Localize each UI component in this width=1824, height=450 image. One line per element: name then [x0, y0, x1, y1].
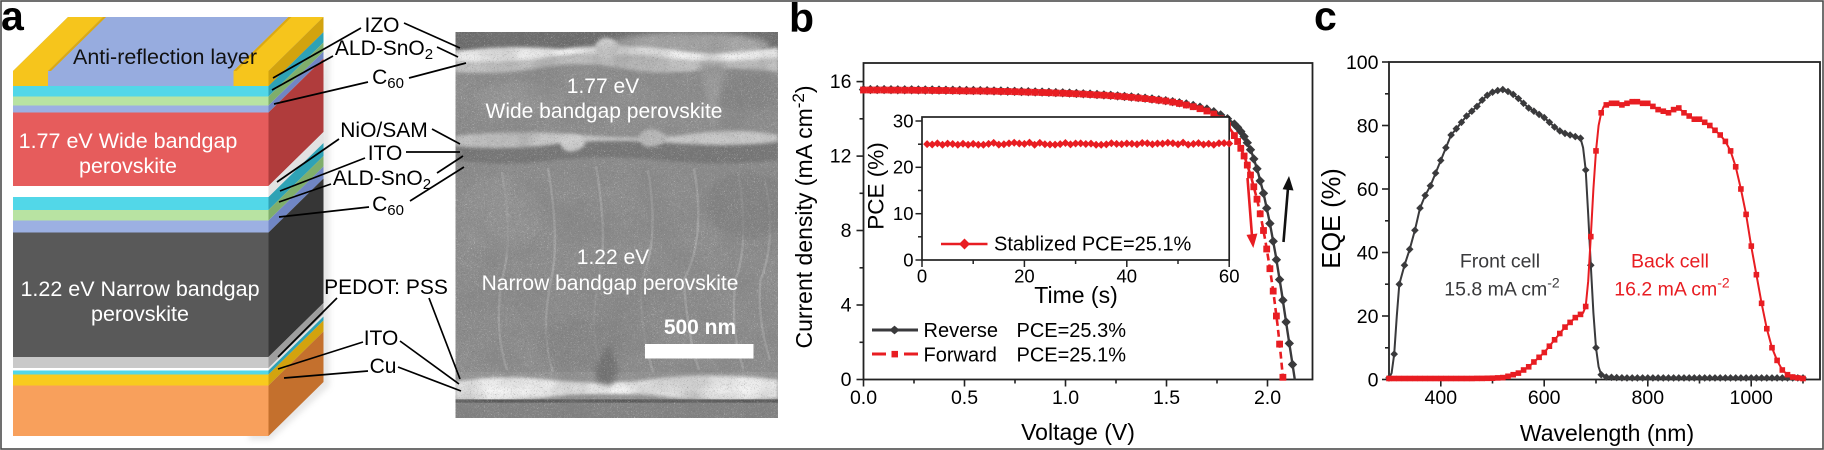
svg-text:0.5: 0.5: [951, 387, 978, 409]
svg-text:Wavelength (nm): Wavelength (nm): [1520, 420, 1694, 446]
svg-text:1.0: 1.0: [1052, 387, 1079, 409]
svg-text:perovskite: perovskite: [79, 154, 177, 178]
svg-text:a: a: [1, 0, 25, 39]
svg-text:Time (s): Time (s): [1034, 282, 1117, 308]
svg-text:Stablized PCE=25.1%: Stablized PCE=25.1%: [994, 234, 1192, 256]
svg-text:c: c: [1314, 0, 1337, 39]
svg-text:60: 60: [1219, 266, 1240, 287]
svg-text:40: 40: [1117, 266, 1138, 287]
svg-text:PEDOT: PSS: PEDOT: PSS: [324, 276, 448, 299]
svg-text:IZO: IZO: [365, 14, 400, 37]
svg-text:16: 16: [830, 71, 852, 93]
svg-text:ALD-SnO2: ALD-SnO2: [335, 37, 433, 63]
svg-text:2.0: 2.0: [1254, 387, 1281, 409]
svg-text:15.8 mA cm-2: 15.8 mA cm-2: [1444, 275, 1560, 301]
svg-text:1.22 eV Narrow bandgap: 1.22 eV Narrow bandgap: [20, 277, 259, 301]
svg-text:400: 400: [1425, 387, 1458, 409]
svg-text:Voltage (V): Voltage (V): [1021, 419, 1135, 445]
svg-text:Narrow bandgap perovskite: Narrow bandgap perovskite: [482, 272, 739, 295]
svg-text:b: b: [789, 0, 814, 41]
svg-text:4: 4: [841, 295, 852, 317]
svg-text:0: 0: [903, 249, 913, 270]
svg-text:Front cell: Front cell: [1460, 251, 1540, 273]
svg-text:ITO: ITO: [368, 142, 403, 165]
svg-text:0.0: 0.0: [850, 387, 877, 409]
svg-text:Reverse: Reverse: [924, 320, 998, 342]
svg-text:C60: C60: [372, 193, 404, 219]
svg-text:EQE (%): EQE (%): [1318, 168, 1346, 269]
svg-text:Anti-reflection layer: Anti-reflection layer: [73, 45, 257, 69]
svg-text:1.5: 1.5: [1153, 387, 1180, 409]
svg-text:Current density (mA cm-2): Current density (mA cm-2): [789, 85, 817, 348]
svg-text:30: 30: [893, 110, 914, 131]
svg-text:Back cell: Back cell: [1631, 251, 1709, 273]
svg-text:12: 12: [830, 146, 852, 168]
svg-text:ITO: ITO: [364, 327, 399, 350]
svg-text:PCE=25.3%: PCE=25.3%: [1017, 320, 1127, 342]
svg-text:Forward: Forward: [924, 345, 997, 367]
svg-text:600: 600: [1528, 387, 1561, 409]
svg-text:Wide bandgap perovskite: Wide bandgap perovskite: [486, 100, 723, 123]
svg-text:800: 800: [1632, 387, 1665, 409]
svg-text:20: 20: [1357, 306, 1379, 328]
svg-text:1.22 eV: 1.22 eV: [577, 246, 649, 269]
svg-text:NiO/SAM: NiO/SAM: [340, 119, 428, 142]
svg-text:PCE=25.1%: PCE=25.1%: [1017, 345, 1127, 367]
svg-text:100: 100: [1346, 52, 1379, 74]
svg-text:20: 20: [1014, 266, 1035, 287]
svg-text:20: 20: [893, 157, 914, 178]
svg-text:Cu: Cu: [370, 355, 397, 378]
svg-text:PCE (%): PCE (%): [864, 142, 889, 230]
svg-text:0: 0: [1368, 369, 1379, 391]
svg-text:1.77 eV Wide bandgap: 1.77 eV Wide bandgap: [19, 129, 238, 153]
svg-text:1.77 eV: 1.77 eV: [567, 75, 639, 98]
svg-text:80: 80: [1357, 115, 1379, 137]
svg-text:40: 40: [1357, 242, 1379, 264]
svg-text:ALD-SnO2: ALD-SnO2: [333, 167, 431, 193]
svg-text:500 nm: 500 nm: [664, 316, 736, 339]
svg-text:0: 0: [841, 369, 852, 391]
svg-text:0: 0: [917, 266, 927, 287]
svg-text:1000: 1000: [1730, 387, 1774, 409]
svg-text:perovskite: perovskite: [91, 302, 189, 326]
svg-text:16.2 mA cm-2: 16.2 mA cm-2: [1614, 275, 1730, 301]
svg-text:8: 8: [841, 220, 852, 242]
svg-text:10: 10: [893, 203, 914, 224]
svg-text:60: 60: [1357, 179, 1379, 201]
